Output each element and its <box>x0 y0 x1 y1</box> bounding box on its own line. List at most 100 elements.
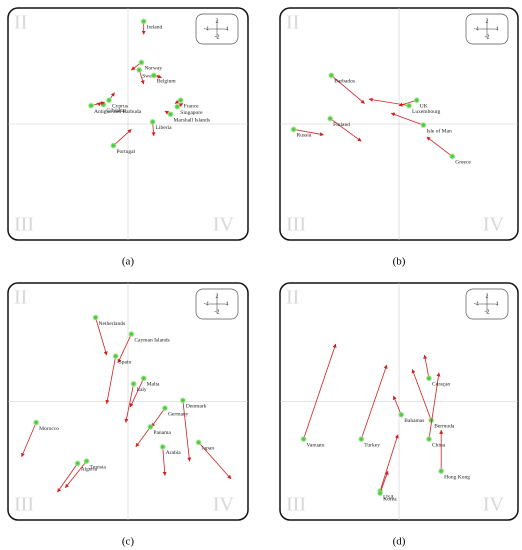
point-label: Barbados <box>334 79 355 85</box>
point-label: Norway <box>144 66 162 72</box>
point-label: Arabia <box>166 450 182 456</box>
key-y-tick-label: -2 <box>215 309 220 315</box>
point-label: Singapore <box>180 110 203 116</box>
arrow <box>379 470 389 494</box>
point <box>437 467 445 475</box>
arrow <box>57 463 78 493</box>
key-x-tick-label: 4 <box>495 301 498 307</box>
point <box>358 435 365 443</box>
panel-label: (b) <box>393 256 406 268</box>
point <box>179 397 187 404</box>
key-y-tick-label: 2 <box>486 293 489 299</box>
quadrant-label: II <box>14 12 27 34</box>
arrow <box>379 434 399 492</box>
point-label: Finland <box>333 122 350 128</box>
point <box>425 435 433 443</box>
arrow <box>423 354 430 379</box>
point-label: USA <box>383 494 394 500</box>
point <box>425 375 433 382</box>
arrow <box>303 343 337 440</box>
arrow <box>331 75 365 104</box>
point-label: Denmark <box>186 404 207 410</box>
panel: IIIIIIIV-442-2VanuatuTurkeyBahamasBermud… <box>279 282 519 548</box>
point <box>87 102 95 109</box>
point-label: Netherlands <box>99 321 126 327</box>
point <box>398 411 405 418</box>
quadrant-label: III <box>286 214 306 236</box>
point <box>140 18 147 25</box>
point-label: France <box>184 104 200 110</box>
point <box>405 102 413 109</box>
quadrant-label: III <box>14 494 34 516</box>
arrow <box>182 400 192 462</box>
point <box>140 375 147 382</box>
arrow <box>151 407 166 428</box>
point <box>326 115 334 122</box>
quadrant-label: IV <box>213 214 235 236</box>
point-label: Spain <box>119 359 132 365</box>
point-label: Curaçao <box>432 382 451 388</box>
point-label: Cayman Islands <box>134 337 169 343</box>
point <box>136 66 143 74</box>
point <box>150 72 157 79</box>
key-y-tick-label: -2 <box>485 34 490 40</box>
point-label: Tunisia <box>90 464 107 470</box>
arrow <box>129 378 145 408</box>
point <box>328 72 335 79</box>
point <box>177 97 184 104</box>
point-label: Liberia <box>156 125 172 131</box>
point <box>74 460 81 467</box>
point <box>92 314 99 321</box>
point-label: Italy <box>137 387 147 393</box>
point <box>110 142 117 149</box>
key-y-tick-label: 2 <box>216 18 219 24</box>
point-label: Germany <box>168 411 189 417</box>
arrow <box>426 136 453 157</box>
point <box>105 97 113 104</box>
point-label: Malta <box>147 382 160 388</box>
arrow <box>113 129 132 146</box>
key-x-tick-label: 4 <box>225 26 228 32</box>
arrow <box>293 129 324 137</box>
panel: IIIIIIIV-442-2IrelandNorwaySwedenBelgium… <box>7 7 249 268</box>
point <box>290 126 297 133</box>
point <box>112 352 119 360</box>
point-label: Korea <box>383 496 397 502</box>
point-label: Greece <box>455 160 471 166</box>
arrow <box>428 372 441 440</box>
arrow <box>95 317 108 356</box>
quadrant-label: III <box>286 494 306 516</box>
point-label: Algeria <box>81 467 98 473</box>
point <box>376 490 384 497</box>
arrow <box>162 446 167 476</box>
quadrant-label: IV <box>483 214 505 236</box>
point-label: Bahamas <box>404 418 424 424</box>
quadrant-label: III <box>14 214 34 236</box>
arrow <box>368 97 410 107</box>
point-label: Bermuda <box>434 424 455 430</box>
point <box>420 121 427 129</box>
point <box>130 380 137 388</box>
key-x-tick-label: -4 <box>204 26 209 32</box>
point-label: UK <box>420 104 428 110</box>
panel-label: (c) <box>122 536 135 548</box>
point <box>195 439 202 446</box>
arrow <box>124 383 134 423</box>
point-label: Cyprus <box>112 104 128 110</box>
arrow <box>360 364 388 440</box>
point <box>161 404 169 412</box>
quadrant-label: II <box>14 287 27 309</box>
arrow <box>105 356 117 405</box>
key-x-tick-label: -4 <box>204 301 209 307</box>
arrow <box>392 395 402 415</box>
point-label: Gibraltar <box>106 108 126 114</box>
point-label: Panama <box>153 430 171 436</box>
point <box>413 97 420 104</box>
point-label: Japan <box>202 446 215 452</box>
panel-label: (d) <box>393 536 406 548</box>
point-label: Antigua and Barbuda <box>94 109 142 115</box>
